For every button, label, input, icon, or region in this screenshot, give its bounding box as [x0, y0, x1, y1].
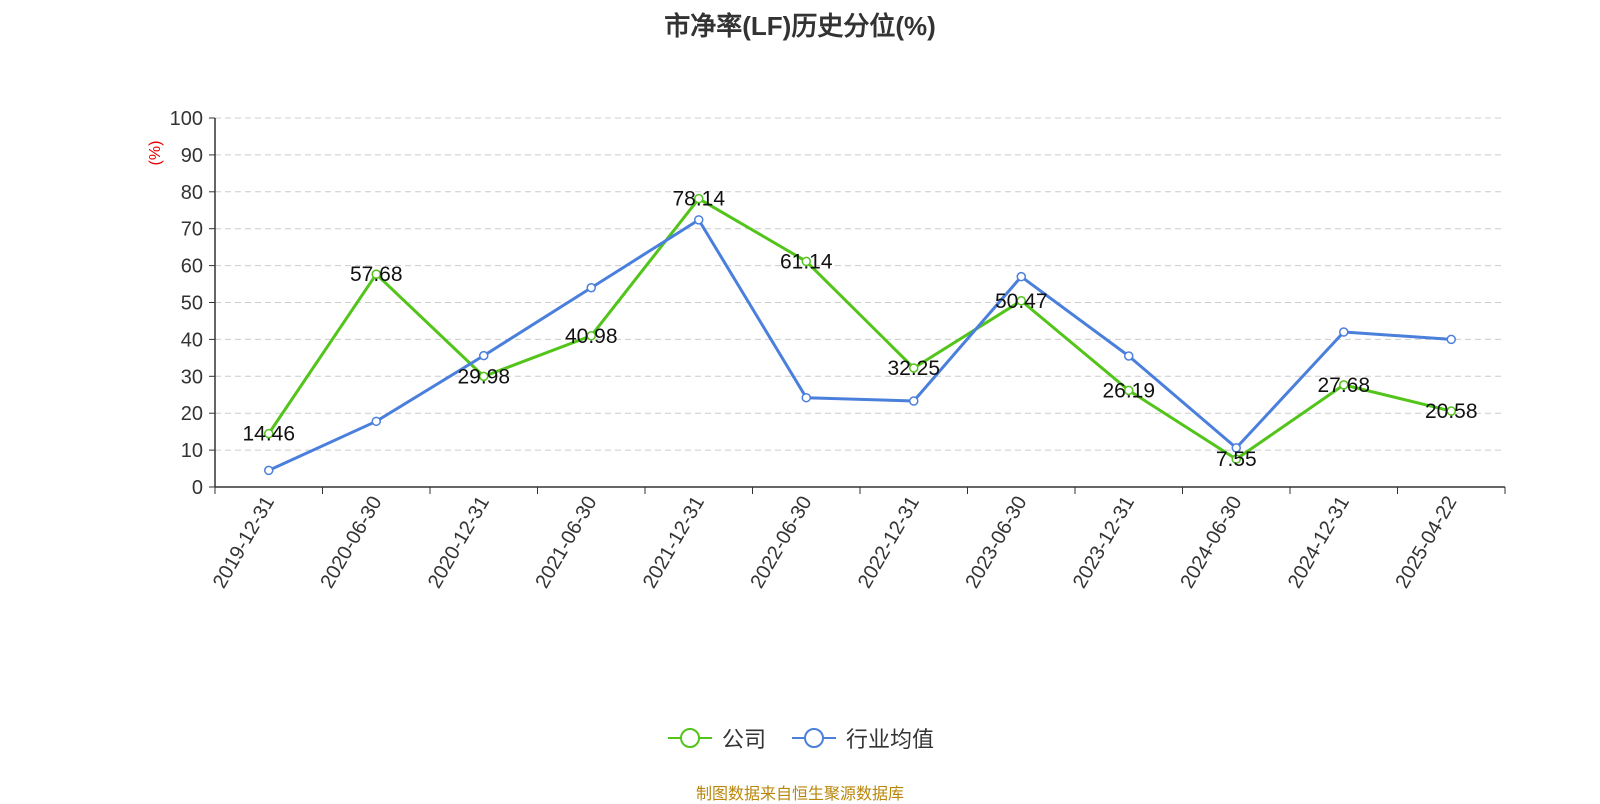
- x-tick-label: 2021-12-31: [639, 493, 709, 593]
- series-line-1: [268, 218, 1452, 472]
- y-tick-label: 90: [181, 145, 203, 167]
- y-tick-label: 20: [181, 403, 203, 425]
- legend-item[interactable]: 行业均值: [790, 722, 934, 754]
- data-point: [1124, 351, 1134, 361]
- data-point: [909, 396, 919, 406]
- data-point: [1016, 296, 1026, 306]
- data-point: [479, 350, 489, 361]
- data-point: [1339, 380, 1349, 390]
- data-point: [1339, 327, 1349, 337]
- data-label: 14.46: [242, 423, 295, 446]
- data-point: [1446, 334, 1456, 345]
- data-point: [1231, 443, 1241, 453]
- data-label: 29.98: [457, 365, 510, 388]
- legend-marker-icon: [792, 728, 836, 748]
- y-tick-label: 40: [181, 329, 203, 351]
- data-point: [801, 392, 811, 403]
- data-label: 57.68: [350, 263, 403, 286]
- x-tick-label: 2024-06-30: [1176, 493, 1246, 593]
- x-tick-label: 2022-06-30: [746, 493, 816, 593]
- data-point: [909, 363, 919, 373]
- x-tick-label: 2025-04-22: [1391, 493, 1461, 593]
- data-point: [801, 256, 811, 267]
- series-line-0: [267, 197, 1452, 461]
- y-tick-label: 10: [181, 440, 203, 462]
- data-point: [1016, 271, 1026, 282]
- data-point: [371, 269, 381, 279]
- grid-lines: [215, 117, 1505, 451]
- data-labels: 14.46 57.68 29.98 40.98 78.14 61.14 32.25 50.47…: [242, 188, 1477, 471]
- legend-circle: [804, 728, 824, 748]
- data-label: 78.14: [672, 188, 725, 211]
- y-axis-label: (%): [147, 141, 164, 166]
- legend-marker-icon: [667, 728, 712, 748]
- y-tick-label: 70: [181, 219, 203, 241]
- x-tick-label: 2023-12-31: [1069, 493, 1139, 593]
- data-label: 27.68: [1317, 374, 1370, 397]
- legend: 公司 行业均值: [0, 722, 1600, 754]
- legend-label: 公司: [721, 727, 766, 752]
- data-point: [1446, 406, 1456, 416]
- data-point: [694, 215, 704, 225]
- x-tick-label: 2022-12-31: [854, 493, 924, 593]
- data-point: [694, 193, 704, 204]
- data-point: [1124, 385, 1134, 396]
- y-tick-label: 80: [181, 182, 203, 204]
- y-tick-label: 60: [181, 256, 203, 278]
- source-note: 制图数据来自恒生聚源数据库: [695, 786, 904, 803]
- chart-title: 市净率(LF)历史分位(%): [664, 11, 936, 41]
- data-point: [1231, 454, 1241, 464]
- y-tick-label: 30: [181, 366, 203, 388]
- y-tick-label: 100: [170, 108, 203, 130]
- legend-circle: [679, 728, 700, 748]
- data-label: 26.19: [1102, 379, 1155, 402]
- y-tick-label: 50: [181, 293, 203, 315]
- data-point: [586, 331, 596, 341]
- data-label: 7.55: [1216, 448, 1257, 471]
- data-label: 61.14: [780, 250, 833, 273]
- data-label: 32.25: [887, 357, 940, 380]
- data-point: [371, 416, 381, 427]
- x-tick-label: 2023-06-30: [961, 493, 1031, 593]
- data-label: 20.58: [1425, 400, 1478, 423]
- data-point: [586, 282, 596, 293]
- axes: 0 10 20 30 40 50 60 70 80 90 100 (%) 2019-12-31 2020-…: [147, 108, 1506, 593]
- x-tick-label: 2021-06-30: [531, 493, 601, 593]
- data-label: 40.98: [565, 325, 618, 348]
- data-label: 50.47: [995, 290, 1048, 313]
- x-tick-label: 2024-12-31: [1284, 493, 1354, 593]
- legend-item[interactable]: 公司: [666, 722, 766, 754]
- series-lines: [264, 193, 1456, 476]
- x-tick-label: 2019-12-31: [209, 493, 279, 593]
- x-tick-label: 2020-12-31: [424, 493, 494, 593]
- x-tick-label: 2020-06-30: [316, 493, 386, 593]
- data-point: [264, 428, 274, 439]
- legend-label: 行业均值: [846, 727, 935, 752]
- y-tick-label: 0: [192, 477, 203, 499]
- data-point: [479, 371, 489, 382]
- data-point: [264, 465, 274, 476]
